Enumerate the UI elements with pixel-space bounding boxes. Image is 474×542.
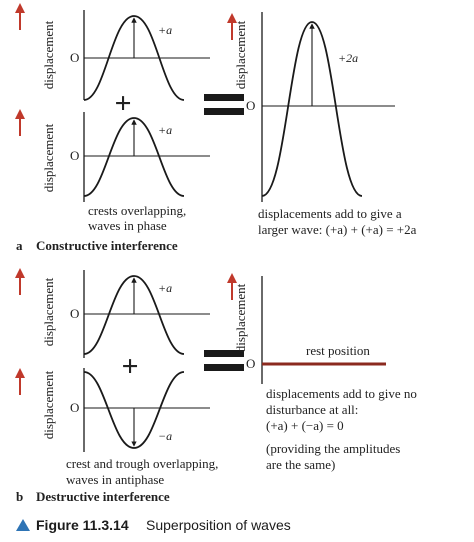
displacement-label: displacement	[41, 277, 56, 346]
origin-label: O	[70, 400, 79, 415]
note-a-left-line2: waves in phase	[88, 218, 167, 233]
amplitude-label: +a	[158, 281, 172, 295]
note-a-right-line2: larger wave: (+a) + (+a) = +2a	[258, 222, 417, 237]
note-b-right-line1: displacements add to give no	[266, 386, 417, 401]
part-b-letter: b	[16, 489, 23, 504]
note-a-right-line1: displacements add to give a	[258, 206, 402, 221]
equals-sign-bottom	[204, 364, 244, 371]
wave-panel-b1: displacement O +a	[15, 268, 210, 358]
plus-sign: +	[114, 87, 131, 120]
note-b-left-line2: waves in antiphase	[66, 472, 164, 487]
part-b-title: Destructive interference	[36, 489, 170, 504]
rest-position-label: rest position	[306, 343, 370, 358]
wave-panel-a-result: displacement O +2a	[227, 12, 395, 202]
origin-label: O	[246, 98, 255, 113]
wave-panel-a2: displacement O +a	[15, 109, 210, 202]
displacement-label: displacement	[233, 20, 248, 89]
amplitude-label: −a	[158, 429, 172, 443]
wave-crest	[83, 117, 185, 197]
origin-label: O	[70, 50, 79, 65]
figure-number: Figure 11.3.14	[36, 517, 129, 533]
origin-label: O	[70, 306, 79, 321]
plus-sign: +	[121, 350, 138, 383]
part-a-letter: a	[16, 238, 23, 253]
origin-label: O	[246, 356, 255, 371]
note-a-left-line1: crests overlapping,	[88, 203, 186, 218]
amplitude-label: +a	[158, 23, 172, 37]
origin-label: O	[70, 148, 79, 163]
equals-sign-top	[204, 94, 244, 101]
figure-title: Superposition of waves	[146, 517, 291, 533]
displacement-label: displacement	[233, 283, 248, 352]
equals-sign-top	[204, 350, 244, 357]
displacement-label: displacement	[41, 20, 56, 89]
amplitude-label: +2a	[338, 51, 358, 65]
amplitude-label: +a	[158, 123, 172, 137]
wave-crest	[83, 15, 185, 101]
wave-panel-a1: displacement O +a	[15, 3, 210, 101]
wave-trough	[83, 371, 185, 449]
note-b-right-line3: (+a) + (−a) = 0	[266, 418, 344, 433]
note-b-right-line5: are the same)	[266, 457, 335, 472]
equals-sign-bottom	[204, 108, 244, 115]
displacement-label: displacement	[41, 123, 56, 192]
caption-triangle-icon	[16, 519, 30, 531]
wave-panel-b2: displacement O −a	[15, 368, 210, 452]
displacement-label: displacement	[41, 370, 56, 439]
part-a-title: Constructive interference	[36, 238, 178, 253]
wave-crest	[83, 275, 185, 355]
wave-large-crest	[261, 21, 363, 197]
note-b-right-line2: disturbance at all:	[266, 402, 358, 417]
wave-panel-b-result: displacement O rest position	[227, 273, 386, 384]
note-b-left-line1: crest and trough overlapping,	[66, 456, 218, 471]
note-b-right-line4: (providing the amplitudes	[266, 441, 400, 456]
